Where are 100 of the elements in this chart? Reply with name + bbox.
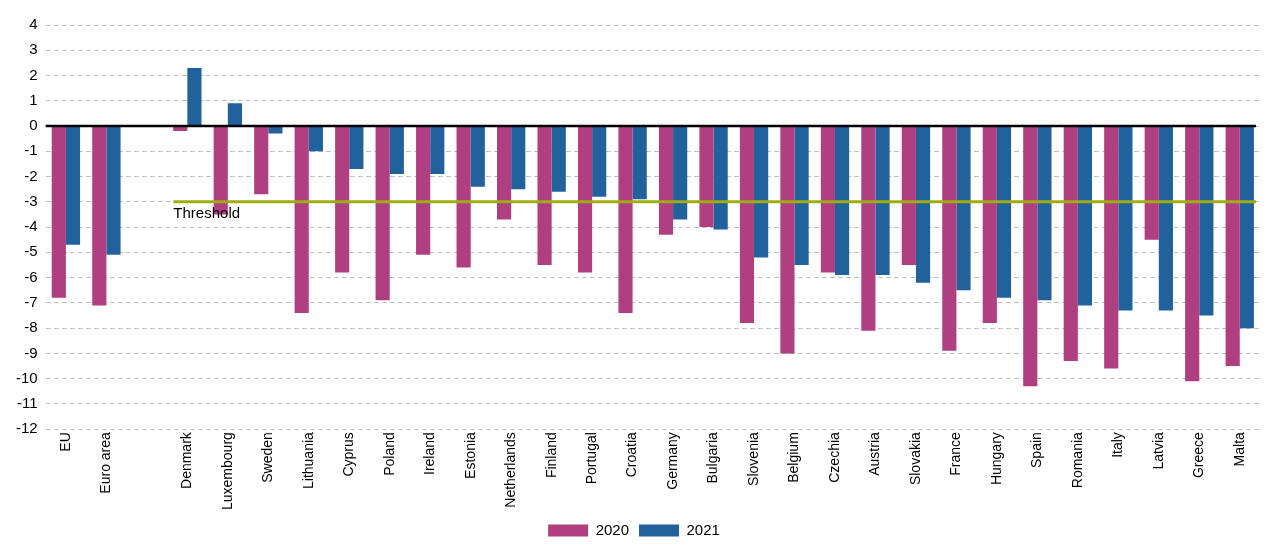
y-tick-label: -8 [24,318,38,336]
bar [375,126,390,301]
bar [618,126,633,313]
ref-line-label: Threshold [173,204,241,222]
bar [1158,126,1173,311]
x-tick-label: Austria [866,431,883,476]
bar [294,126,309,313]
bar [673,126,688,220]
bar [1063,126,1078,361]
bar [956,126,971,291]
bar [592,126,607,197]
bar [308,126,323,152]
x-tick-label: Latvia [1149,431,1166,470]
bar [982,126,997,324]
x-tick-label: Bulgaria [704,431,721,484]
bar [632,126,647,200]
bar [551,126,566,192]
y-tick-label: -2 [24,166,38,184]
legend-label: 2021 [686,520,720,538]
bar [901,126,916,265]
bar [820,126,835,273]
x-tick-label: Greece [1190,431,1207,479]
y-tick-label: 2 [29,65,38,83]
x-tick-label: Hungary [987,432,1004,486]
bar [875,126,890,276]
x-tick-label: Finland [542,432,559,479]
bar [996,126,1012,298]
y-tick-label: -1 [24,141,38,159]
x-tick-label: Italy [1109,432,1126,458]
x-tick-label: Germany [663,432,680,490]
y-tick-label: 0 [29,116,38,134]
x-tick-label: Ireland [421,432,438,475]
bar [511,126,526,190]
x-tick-label: France [947,431,964,476]
y-tick-label: -11 [17,394,38,412]
x-tick-label: EU [56,432,73,452]
bar [1023,126,1038,387]
x-tick-label: Sweden [259,432,276,483]
bar [92,126,107,306]
x-tick-label: Slovakia [906,431,923,486]
y-tick-label: -12 [15,419,38,437]
y-tick-label: -7 [24,293,38,311]
bar [1104,126,1119,369]
bar [456,126,471,268]
bar [780,126,795,354]
bar [739,126,755,324]
bar [699,126,714,228]
bar [713,126,728,230]
bar [1185,126,1200,382]
bar [470,126,485,187]
y-tick-label: 3 [29,40,38,58]
x-tick-label: Malta [1230,431,1247,467]
bar [430,126,445,175]
x-tick-label: Belgium [785,432,802,483]
y-tick-label: -6 [24,267,38,285]
bar [754,126,769,258]
y-tick-label: -10 [15,368,38,386]
y-tick-label: -4 [24,217,38,235]
x-tick-label: Poland [380,432,397,476]
bar [65,126,81,245]
x-tick-label: Spain [1028,432,1045,468]
x-tick-label: Netherlands [502,432,519,508]
bar [942,126,957,351]
bar [254,126,269,195]
bar [349,126,364,169]
bar [1199,126,1214,316]
bar [227,103,242,126]
x-tick-label: Slovenia [744,431,761,486]
bar [1077,126,1093,306]
y-tick-label: -9 [24,343,38,361]
x-tick-label: Portugal [582,432,599,485]
bar [1225,126,1240,367]
bar [577,126,593,273]
bar [1118,126,1133,311]
bar [187,67,202,126]
bar [389,126,404,175]
x-tick-label: Estonia [461,431,478,479]
bar [1239,126,1254,329]
bar [1037,126,1052,301]
bar [537,126,552,265]
x-tick-label: Croatia [623,431,640,478]
bar [335,126,350,273]
bar [658,126,674,235]
bar [416,126,431,255]
x-tick-label: Czechia [825,431,842,483]
bar [1144,126,1159,240]
x-tick-label: Luxembourg [218,432,235,510]
x-tick-label: Romania [1068,431,1085,489]
bar [915,126,931,283]
y-tick-label: 4 [29,15,38,33]
bar [861,126,876,331]
bar [497,126,512,220]
legend-label: 2020 [595,520,630,538]
y-tick-label: -3 [24,191,38,209]
bar [834,126,850,276]
bar [794,126,809,265]
x-tick-label: Cyprus [340,432,357,477]
bar [51,126,66,298]
bar [106,126,121,255]
y-tick-label: 1 [29,90,38,108]
